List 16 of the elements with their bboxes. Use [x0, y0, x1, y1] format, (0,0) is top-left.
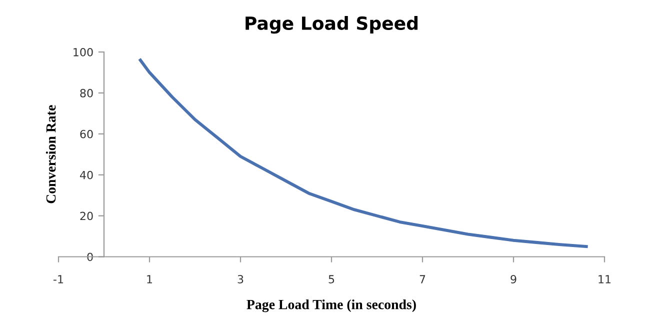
y-tick-label: 40 — [80, 170, 93, 180]
x-tick-label: -1 — [54, 275, 64, 284]
line-series — [138, 58, 588, 248]
x-tick-label: 11 — [598, 275, 611, 284]
x-tick-label: 5 — [328, 275, 334, 284]
y-axis-title: Conversion Rate — [46, 105, 56, 204]
x-tick-label: 7 — [420, 275, 426, 284]
x-tick-label: 3 — [238, 275, 244, 284]
y-tick-label: 20 — [80, 212, 93, 220]
y-tick-label: 80 — [80, 88, 93, 98]
y-tick-label: 100 — [74, 48, 93, 56]
x-axis-title: Page Load Time (in seconds) — [246, 299, 416, 312]
x-tick-label: 9 — [510, 275, 516, 284]
x-tick-label: 1 — [147, 275, 152, 284]
y-tick-label: 60 — [80, 130, 93, 138]
chart-title: Page Load Speed — [246, 16, 418, 34]
